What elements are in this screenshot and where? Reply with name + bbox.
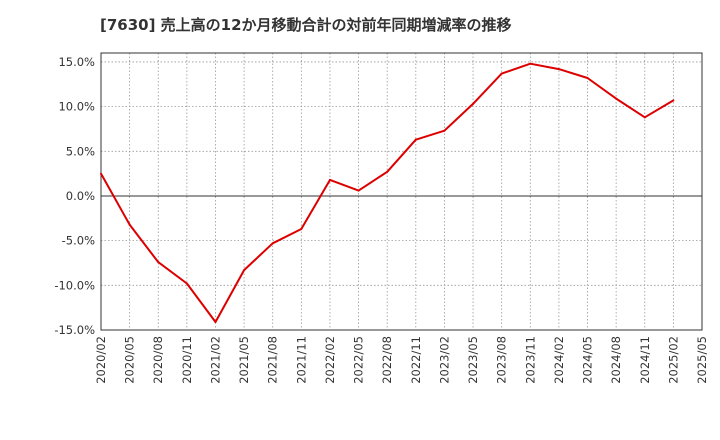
data-point bbox=[672, 99, 675, 102]
data-point bbox=[500, 72, 503, 75]
data-point bbox=[185, 282, 188, 285]
x-tick-label: 2023/08 bbox=[495, 336, 509, 384]
data-point bbox=[328, 178, 331, 181]
data-point bbox=[271, 242, 274, 245]
x-tick-label: 2024/11 bbox=[638, 336, 652, 384]
y-tick-label: 0.0% bbox=[66, 189, 95, 203]
y-tick-label: 5.0% bbox=[66, 144, 95, 158]
data-point bbox=[529, 62, 532, 65]
data-point bbox=[557, 68, 560, 71]
series-layer bbox=[100, 62, 675, 323]
y-axis-ticks: 15.0% 10.0% 5.0% 0.0% -5.0% -10.0% -15.0% bbox=[54, 55, 95, 337]
data-point bbox=[214, 320, 217, 323]
x-tick-label: 2020/02 bbox=[94, 336, 108, 384]
x-tick-label: 2024/08 bbox=[609, 336, 623, 384]
x-tick-label: 2023/05 bbox=[466, 336, 480, 384]
plot-frame bbox=[100, 52, 703, 331]
x-tick-label: 2021/02 bbox=[208, 336, 222, 384]
x-tick-label: 2021/11 bbox=[294, 336, 308, 384]
x-tick-label: 2023/11 bbox=[523, 336, 537, 384]
x-tick-label: 2024/02 bbox=[552, 336, 566, 384]
x-tick-label: 2025/02 bbox=[666, 336, 680, 384]
data-point bbox=[157, 261, 160, 264]
y-tick-label: -15.0% bbox=[54, 323, 95, 337]
chart-title: [7630] 売上高の12か月移動合計の対前年同期増減率の推移 bbox=[100, 16, 512, 34]
data-point bbox=[615, 97, 618, 100]
data-point bbox=[300, 228, 303, 231]
data-point bbox=[414, 138, 417, 141]
data-point bbox=[128, 223, 131, 226]
x-axis-ticks: 2020/02 2020/05 2020/08 2020/11 2021/02 2021/… bbox=[94, 336, 709, 384]
data-point bbox=[357, 189, 360, 192]
x-tick-label: 2022/05 bbox=[352, 336, 366, 384]
data-point bbox=[100, 172, 102, 175]
y-tick-label: -10.0% bbox=[54, 278, 95, 292]
x-tick-label: 2020/05 bbox=[123, 336, 137, 384]
y-tick-label: 10.0% bbox=[58, 100, 95, 114]
x-tick-label: 2025/05 bbox=[695, 336, 709, 384]
x-tick-label: 2022/11 bbox=[409, 336, 423, 384]
x-tick-label: 2020/11 bbox=[180, 336, 194, 384]
x-tick-label: 2024/05 bbox=[581, 336, 595, 384]
y-tick-label: 15.0% bbox=[58, 55, 95, 69]
data-point bbox=[386, 170, 389, 173]
data-point bbox=[472, 102, 475, 105]
data-point bbox=[243, 269, 246, 272]
plot-area bbox=[101, 53, 702, 330]
x-tick-label: 2020/08 bbox=[151, 336, 165, 384]
x-tick-label: 2023/02 bbox=[437, 336, 451, 384]
x-tick-label: 2022/02 bbox=[323, 336, 337, 384]
x-tick-label: 2022/08 bbox=[380, 336, 394, 384]
data-point bbox=[586, 77, 589, 80]
y-tick-label: -5.0% bbox=[62, 234, 95, 248]
x-tick-label: 2021/05 bbox=[237, 336, 251, 384]
x-tick-label: 2021/08 bbox=[266, 336, 280, 384]
data-point bbox=[643, 116, 646, 119]
data-point bbox=[443, 129, 446, 132]
